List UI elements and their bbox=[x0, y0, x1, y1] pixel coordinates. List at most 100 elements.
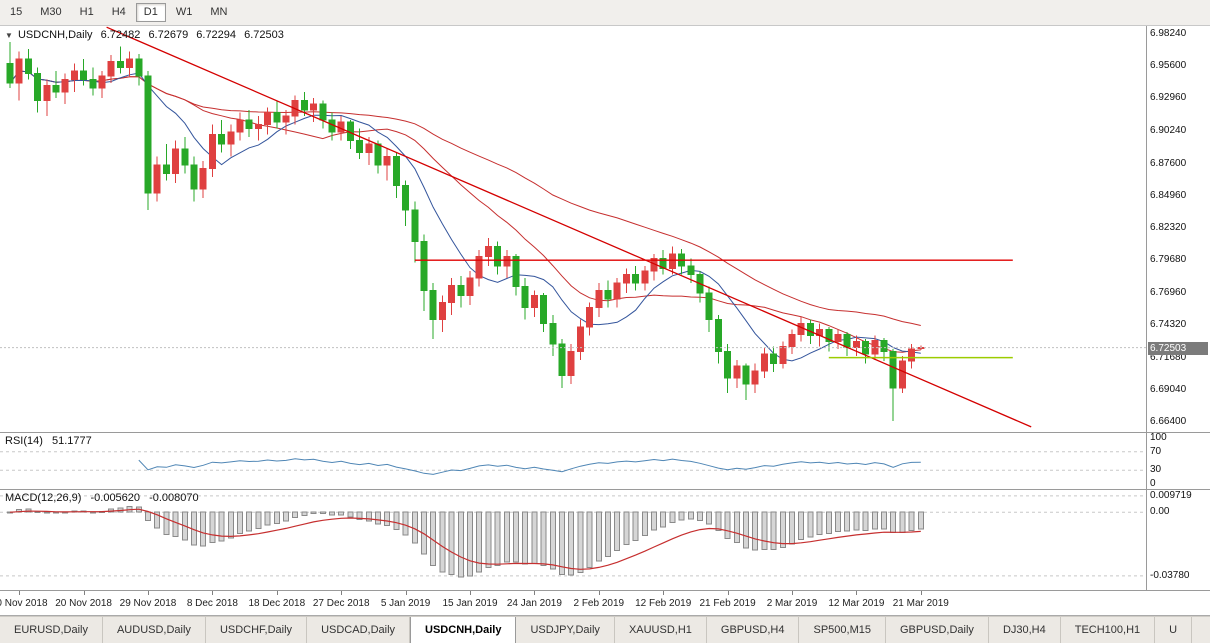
date-axis-label: 12 Feb 2019 bbox=[635, 598, 692, 609]
date-tick-mark bbox=[212, 591, 214, 595]
date-tick-mark bbox=[534, 591, 536, 595]
chart-ohlc-label: ▼ USDCNH,Daily 6.72482 6.72679 6.72294 6… bbox=[5, 29, 289, 41]
price-axis-label: 6.95600 bbox=[1150, 60, 1187, 72]
current-price-badge: 6.72503 bbox=[1148, 341, 1208, 355]
date-tick-mark bbox=[920, 591, 922, 595]
candles-layer bbox=[6, 41, 925, 421]
price-axis-label: 6.76960 bbox=[1150, 287, 1187, 299]
date-axis: 10 Nov 2018 20 Nov 2018 29 Nov 2018 8 Dec 2… bbox=[0, 591, 1210, 616]
date-tick-mark bbox=[470, 591, 471, 595]
timeframe-button-m30[interactable]: M30 bbox=[40, 6, 62, 18]
macd-axis-label: -0.03780 bbox=[1150, 569, 1190, 581]
chart-tab-usdchf-daily[interactable]: USDCHF,Daily bbox=[206, 617, 308, 643]
timeframe-button-h4[interactable]: H4 bbox=[111, 6, 126, 18]
timeframe-button-15[interactable]: 15 bbox=[10, 6, 23, 18]
macd-canvas[interactable] bbox=[0, 490, 1146, 590]
macd-value-main: -0.005620 bbox=[90, 492, 141, 504]
timeframe-button-d1[interactable]: D1 bbox=[135, 3, 166, 22]
rsi-axis-label: 100 bbox=[1150, 432, 1167, 443]
date-axis-label: 24 Jan 2019 bbox=[506, 598, 562, 609]
price-axis-label: 6.82320 bbox=[1150, 222, 1187, 233]
rsi-label: RSI(14) 51.1777 bbox=[5, 435, 98, 447]
price-axis-label: 6.98240 bbox=[1150, 28, 1187, 39]
rsi-axis: 100 70 30 0 bbox=[1146, 433, 1210, 489]
chart-tab-gbpusd-daily[interactable]: GBPUSD,Daily bbox=[886, 617, 989, 643]
price-axis-label: 6.66400 bbox=[1150, 416, 1187, 427]
macd-value-signal: -0.008070 bbox=[149, 492, 199, 504]
rsi-axis-label: 70 bbox=[1150, 445, 1162, 457]
rsi-axis-label: 30 bbox=[1150, 464, 1162, 476]
date-axis-label: 10 Nov 2018 bbox=[0, 598, 48, 609]
macd-histogram bbox=[7, 506, 924, 578]
date-tick-mark bbox=[341, 591, 343, 595]
price-axis-label: 6.87600 bbox=[1150, 157, 1187, 169]
chart-tab-dj30-h4[interactable]: DJ30,H4 bbox=[989, 617, 1061, 643]
chart-tab-bar: EURUSD,Daily AUDUSD,Daily USDCHF,Daily USDC… bbox=[0, 616, 1210, 643]
main-chart-panel: ▼ USDCNH,Daily 6.72482 6.72679 6.72294 6… bbox=[0, 26, 1210, 433]
macd-label: MACD(12,26,9) -0.005620 -0.008070 bbox=[5, 492, 205, 504]
macd-name: MACD(12,26,9) bbox=[5, 492, 82, 504]
ohlc-high: 6.72679 bbox=[148, 29, 189, 41]
date-axis-label: 20 Nov 2018 bbox=[55, 598, 112, 609]
date-axis-label: 2 Feb 2019 bbox=[573, 598, 625, 609]
date-tick-mark bbox=[276, 591, 278, 595]
date-tick-mark bbox=[405, 591, 407, 595]
chart-tab-sp500-m15[interactable]: SP500,M15 bbox=[799, 617, 886, 643]
timeframe-toolbar: 15 M30 H1 H4 D1 W1 MN bbox=[0, 0, 1210, 26]
timeframe-button-h1[interactable]: H1 bbox=[79, 6, 94, 18]
ohlc-open: 6.72482 bbox=[100, 29, 141, 41]
price-axis-label: 6.71680 bbox=[1150, 351, 1187, 363]
macd-panel: MACD(12,26,9) -0.005620 -0.008070 0.0097… bbox=[0, 490, 1210, 591]
date-tick-mark bbox=[792, 591, 793, 595]
date-axis-label: 18 Dec 2018 bbox=[248, 598, 306, 609]
macd-axis-label: 0.009719 bbox=[1150, 489, 1192, 501]
price-axis-label: 6.74320 bbox=[1150, 319, 1187, 331]
chart-tab-usdjpy-daily[interactable]: USDJPY,Daily bbox=[516, 617, 615, 643]
date-axis-label: 29 Nov 2018 bbox=[119, 598, 177, 609]
date-axis-label: 27 Dec 2018 bbox=[312, 598, 370, 609]
date-tick-mark bbox=[856, 591, 858, 595]
date-tick-mark bbox=[598, 591, 600, 595]
date-axis-label: 21 Feb 2019 bbox=[699, 598, 756, 609]
price-axis-label: 6.92960 bbox=[1150, 92, 1187, 104]
date-tick-mark bbox=[727, 591, 729, 595]
chart-tab-xauusd-h1[interactable]: XAUUSD,H1 bbox=[615, 617, 707, 643]
rsi-panel: RSI(14) 51.1777 100 70 30 0 bbox=[0, 433, 1210, 490]
date-axis-label: 8 Dec 2018 bbox=[186, 598, 238, 609]
chart-tab-u[interactable]: U bbox=[1155, 617, 1193, 643]
main-chart-canvas[interactable] bbox=[0, 26, 1146, 432]
date-tick-mark bbox=[148, 591, 149, 595]
date-tick-mark bbox=[83, 591, 85, 595]
chart-tab-audusd-daily[interactable]: AUDUSD,Daily bbox=[103, 617, 206, 643]
macd-axis: 0.009719 0.00 -0.03780 bbox=[1146, 490, 1210, 590]
date-tick-mark bbox=[663, 591, 665, 595]
price-axis: 6.98240 6.95600 6.92960 6.90240 6.87600 6.849… bbox=[1146, 26, 1210, 432]
symbol-label: USDCNH,Daily bbox=[17, 29, 93, 41]
timeframe-button-mn[interactable]: MN bbox=[210, 6, 228, 18]
rsi-name: RSI(14) bbox=[5, 435, 43, 447]
ohlc-low: 6.72294 bbox=[196, 29, 237, 41]
price-axis-label: 6.69040 bbox=[1150, 383, 1187, 395]
chart-tab-usdcnh-daily[interactable]: USDCNH,Daily bbox=[410, 617, 517, 643]
date-axis-label: 2 Mar 2019 bbox=[766, 598, 818, 609]
symbol-marker-icon: ▼ bbox=[5, 31, 13, 40]
price-axis-label: 6.79680 bbox=[1150, 254, 1187, 266]
price-axis-label: 6.90240 bbox=[1150, 125, 1187, 137]
date-axis-label: 5 Jan 2019 bbox=[380, 598, 431, 609]
rsi-value: 51.1777 bbox=[51, 435, 92, 447]
rsi-axis-label: 0 bbox=[1150, 478, 1156, 489]
date-axis-label: 12 Mar 2019 bbox=[828, 598, 885, 609]
date-tick-mark bbox=[19, 591, 21, 595]
timeframe-button-w1[interactable]: W1 bbox=[175, 6, 193, 18]
macd-axis-label: 0.00 bbox=[1150, 506, 1170, 518]
chart-tab-tech100-h1[interactable]: TECH100,H1 bbox=[1061, 617, 1156, 643]
chart-tab-eurusd-daily[interactable]: EURUSD,Daily bbox=[0, 617, 103, 643]
date-axis-label: 15 Jan 2019 bbox=[442, 598, 498, 609]
chart-tab-usdcad-daily[interactable]: USDCAD,Daily bbox=[307, 617, 411, 643]
rsi-canvas[interactable] bbox=[0, 433, 1146, 489]
ohlc-close: 6.72503 bbox=[244, 29, 284, 41]
date-axis-label: 21 Mar 2019 bbox=[892, 598, 949, 609]
chart-tab-gbpusd-h4[interactable]: GBPUSD,H4 bbox=[707, 617, 800, 643]
price-axis-label: 6.84960 bbox=[1150, 189, 1187, 201]
